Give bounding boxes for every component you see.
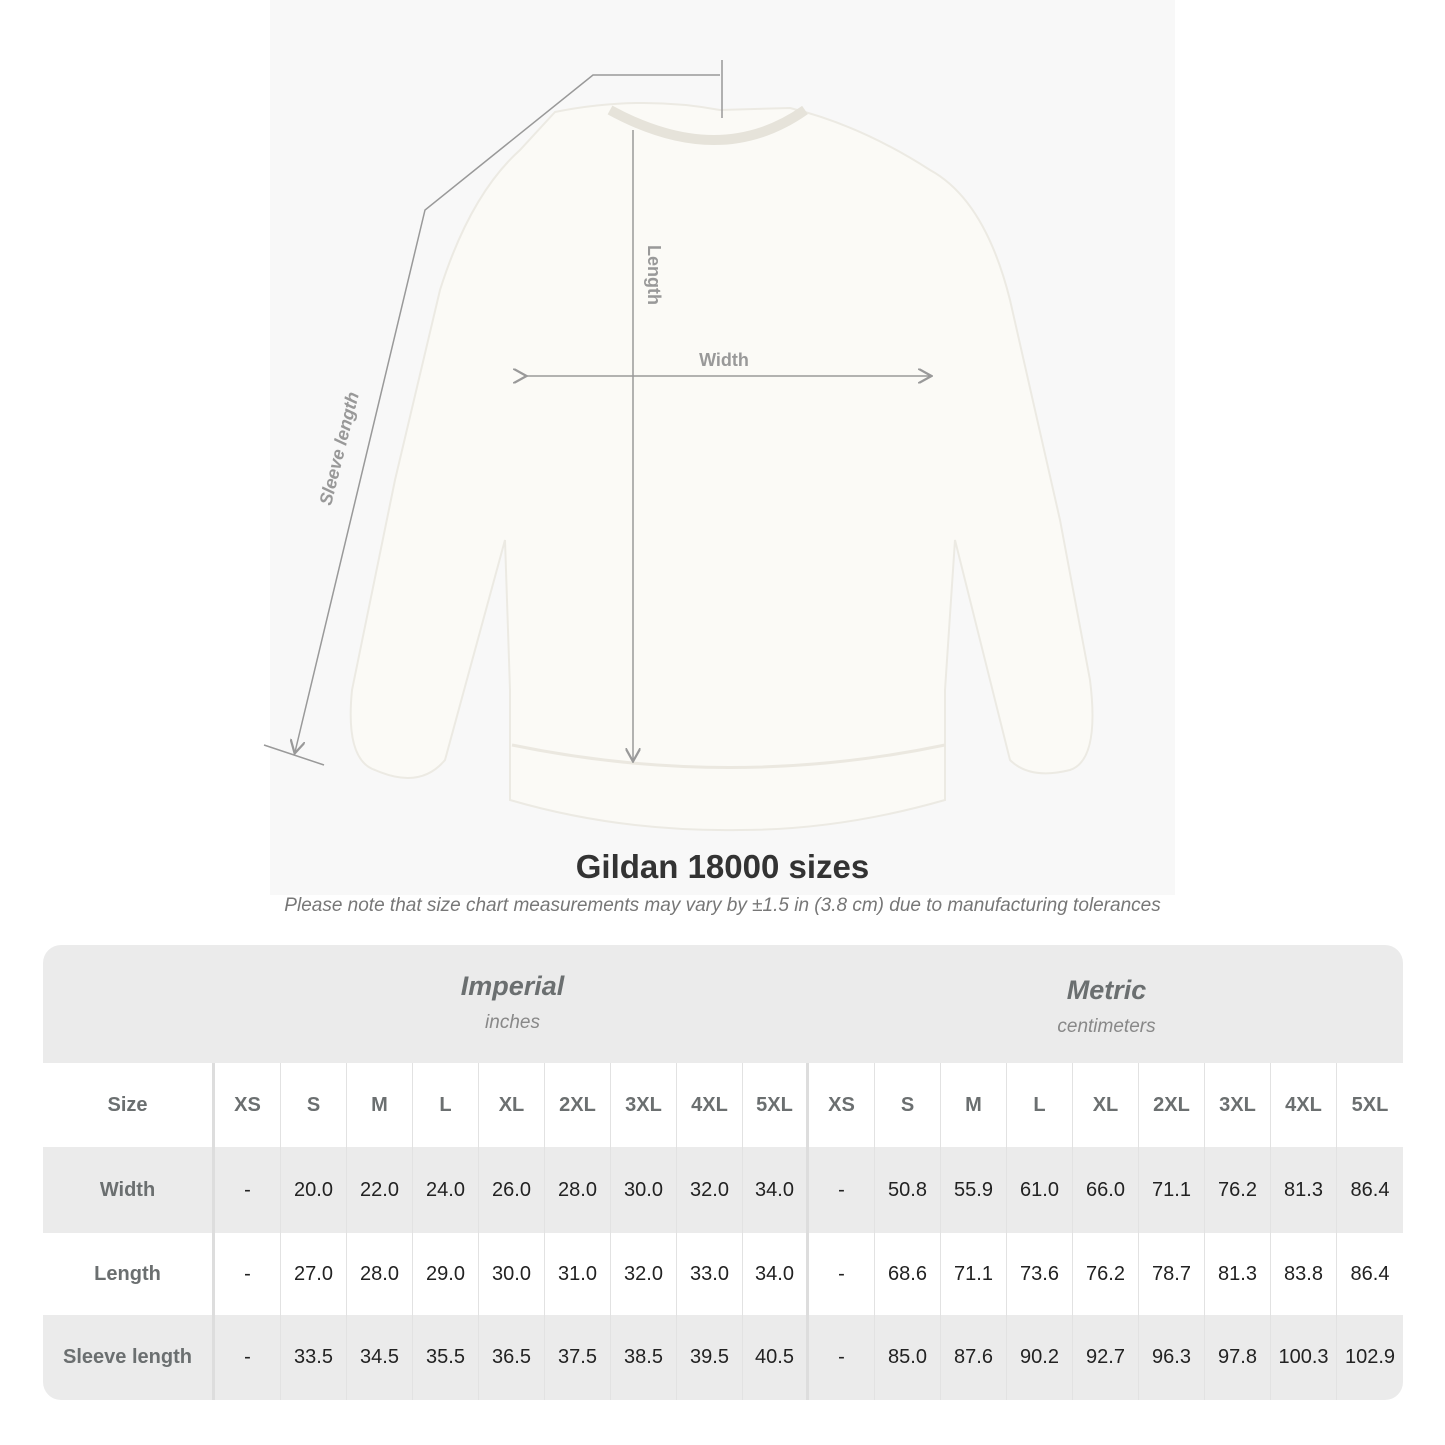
length-label: Length [644,245,664,305]
size-table: Imperial inches Metric centimeters Size X… [43,945,1403,1400]
size-header-cell: 5XL [743,1063,809,1147]
imperial-value-cell: 32.0 [677,1147,743,1233]
width-label: Width [699,350,749,370]
metric-value-cell: 102.9 [1344,1346,1396,1368]
metric-value-cell: 55.9 [941,1147,1007,1233]
imperial-value-cell: 33.0 [677,1233,743,1315]
metric-value-cell: 100.3 [1271,1315,1337,1400]
size-header-cell: 2XL [545,1063,611,1147]
imperial-value-cell: 38.5 [611,1315,677,1400]
imperial-value-cell: 35.5 [413,1315,479,1400]
metric-value-cell: 90.2 [1007,1315,1073,1400]
imperial-value-cell: 39.5 [677,1315,743,1400]
imperial-value-cell: 26.0 [479,1147,545,1233]
imperial-value-cell: 40.5 [743,1315,809,1400]
metric-value-cell: 85.0 [875,1315,941,1400]
imperial-value-cell: - [215,1147,281,1233]
imperial-value-cell: 28.0 [545,1147,611,1233]
imperial-title: Imperial [460,971,565,1001]
page-title: Gildan 18000 sizes [575,848,870,885]
metric-value-cell: 83.8 [1271,1233,1337,1315]
imperial-value-cell: 24.0 [413,1147,479,1233]
metric-value-cell: 66.0 [1073,1147,1139,1233]
metric-value-cell: 71.1 [941,1233,1007,1315]
metric-value-cell: 71.1 [1139,1147,1205,1233]
imperial-value-cell: 34.0 [743,1147,809,1233]
imperial-value-cell: 37.5 [545,1315,611,1400]
size-header-cell: 5XL [1351,1093,1389,1116]
metric-value-cell: 97.8 [1205,1315,1271,1400]
size-header-cell: 2XL [1139,1063,1205,1147]
metric-value-cell: 87.6 [941,1315,1007,1400]
imperial-value-cell: 29.0 [413,1233,479,1315]
size-header-cell: XL [479,1063,545,1147]
size-header-row: Size XS S M L XL 2XL 3XL 4XL 5XL XS S M L XL 2XL 3XL 4XL 5… [43,1063,1403,1147]
size-header-cell: 3XL [611,1063,677,1147]
metric-value-cell: 96.3 [1139,1315,1205,1400]
metric-value-cell: 86.4 [1350,1262,1390,1285]
imperial-value-cell: - [215,1315,281,1400]
metric-header: Metric centimeters [810,945,1403,1063]
imperial-value-cell: 22.0 [347,1147,413,1233]
size-header-cell: XS [215,1063,281,1147]
row-label: Sleeve length [43,1315,215,1400]
imperial-value-cell: 27.0 [281,1233,347,1315]
metric-title: Metric [1066,975,1147,1005]
size-header-cell: L [1007,1063,1073,1147]
metric-value-cell: 86.4 [1350,1178,1390,1201]
table-row: Sleeve length -33.5 34.5 35.5 36.5 37.5 38.5 39… [43,1315,1403,1400]
imperial-header: Imperial inches [215,945,810,1063]
size-header-cell: M [941,1063,1007,1147]
metric-value-cell: 81.3 [1205,1233,1271,1315]
metric-value-cell: 61.0 [1007,1147,1073,1233]
metric-value-cell: 78.7 [1139,1233,1205,1315]
metric-value-cell: 92.7 [1073,1315,1139,1400]
metric-value-cell: 50.8 [875,1147,941,1233]
imperial-value-cell: 34.5 [347,1315,413,1400]
metric-value-cell: 73.6 [1007,1233,1073,1315]
metric-value-cell: 81.3 [1271,1147,1337,1233]
size-header-cell: 3XL [1205,1063,1271,1147]
tolerance-note: Please note that size chart measurements… [284,895,1161,916]
metric-unit: centimeters [1057,1016,1156,1037]
table-row: Length -27.0 28.0 29.0 30.0 31.0 32.0 33.0 34.0-… [43,1233,1403,1315]
imperial-unit: inches [485,1012,540,1033]
row-label: Length [43,1233,215,1315]
imperial-value-cell: 30.0 [479,1233,545,1315]
sweatshirt-image [349,101,1094,832]
size-header-cell: S [281,1063,347,1147]
size-header-cell: 4XL [677,1063,743,1147]
sweatshirt-diagram: Length Width Sleeve length [263,60,1094,832]
row-label: Width [43,1147,215,1233]
size-header-cell: L [413,1063,479,1147]
metric-value-cell: 76.2 [1205,1147,1271,1233]
imperial-value-cell: 33.5 [281,1315,347,1400]
imperial-value-cell: 28.0 [347,1233,413,1315]
size-header-cell: M [347,1063,413,1147]
metric-value-cell: - [809,1233,875,1315]
imperial-value-cell: 20.0 [281,1147,347,1233]
metric-value-cell: - [809,1315,875,1400]
metric-value-cell: 68.6 [875,1233,941,1315]
size-header-cell: XS [809,1063,875,1147]
metric-value-cell: - [809,1147,875,1233]
size-header-cell: XL [1073,1063,1139,1147]
imperial-value-cell: 36.5 [479,1315,545,1400]
size-header-cell: 4XL [1271,1063,1337,1147]
imperial-value-cell: 34.0 [743,1233,809,1315]
size-header-cell: S [875,1063,941,1147]
imperial-value-cell: 30.0 [611,1147,677,1233]
table-row: Width -20.0 22.0 24.0 26.0 28.0 30.0 32.0 34.0-5… [43,1147,1403,1233]
imperial-value-cell: 31.0 [545,1233,611,1315]
imperial-value-cell: - [215,1233,281,1315]
sleeve-measure-line [295,74,720,752]
row-label: Size [43,1063,215,1147]
metric-value-cell: 76.2 [1073,1233,1139,1315]
imperial-value-cell: 32.0 [611,1233,677,1315]
